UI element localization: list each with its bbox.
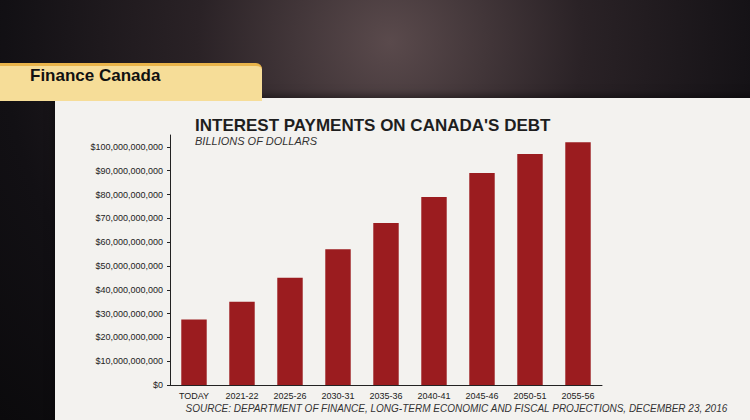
svg-text:$60,000,000,000: $60,000,000,000 xyxy=(95,237,163,247)
svg-text:$100,000,000,000: $100,000,000,000 xyxy=(90,142,163,152)
html-text:Finance Canada: Finance Canada xyxy=(30,66,161,85)
svg-text:$80,000,000,000: $80,000,000,000 xyxy=(95,190,163,200)
svg-text:$10,000,000,000: $10,000,000,000 xyxy=(95,356,163,366)
svg-text:$50,000,000,000: $50,000,000,000 xyxy=(95,261,163,271)
svg-text:2030-31: 2030-31 xyxy=(321,391,354,401)
svg-text:$90,000,000,000: $90,000,000,000 xyxy=(95,166,163,176)
svg-text:$0: $0 xyxy=(153,380,163,390)
svg-text:TODAY: TODAY xyxy=(179,391,209,401)
svg-text:INTEREST PAYMENTS ON CANADA'S: INTEREST PAYMENTS ON CANADA'S DEBT xyxy=(195,116,551,135)
svg-text:BILLIONS OF DOLLARS: BILLIONS OF DOLLARS xyxy=(195,135,318,147)
svg-text:$30,000,000,000: $30,000,000,000 xyxy=(95,309,163,319)
svg-text:2055-56: 2055-56 xyxy=(561,391,594,401)
svg-text:2045-46: 2045-46 xyxy=(465,391,498,401)
svg-text:$20,000,000,000: $20,000,000,000 xyxy=(95,332,163,342)
svg-text:2025-26: 2025-26 xyxy=(273,391,306,401)
svg-text:$40,000,000,000: $40,000,000,000 xyxy=(95,285,163,295)
svg-text:$70,000,000,000: $70,000,000,000 xyxy=(95,213,163,223)
svg-text:2040-41: 2040-41 xyxy=(417,391,450,401)
svg-text:2021-22: 2021-22 xyxy=(225,391,258,401)
svg-text:SOURCE: DEPARTMENT OF FINANCE,: SOURCE: DEPARTMENT OF FINANCE, LONG-TERM… xyxy=(186,403,728,414)
svg-text:2050-51: 2050-51 xyxy=(513,391,546,401)
svg-text:2035-36: 2035-36 xyxy=(369,391,402,401)
